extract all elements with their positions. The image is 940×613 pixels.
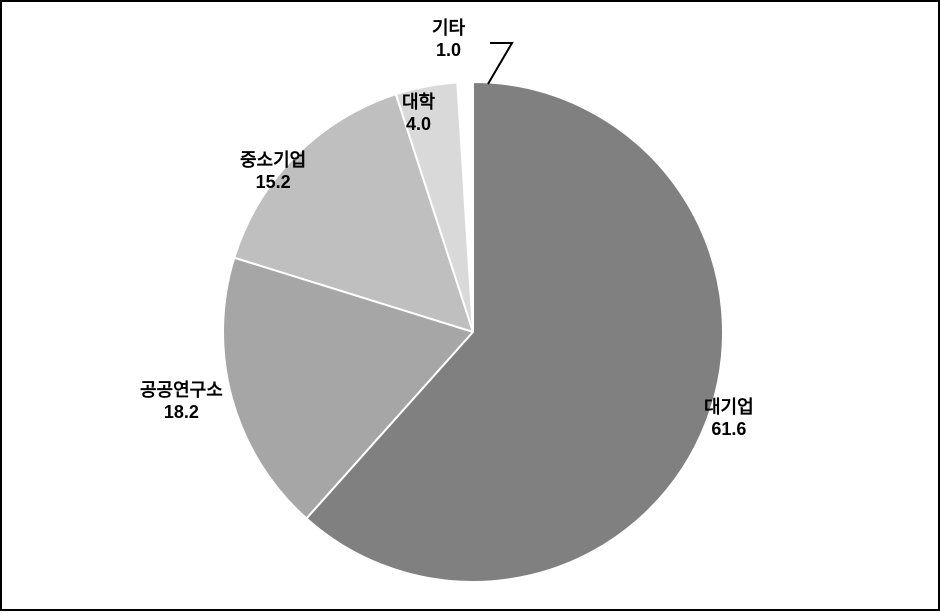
slice-label-public-research: 공공연구소 18.2 — [140, 380, 223, 423]
slice-label-name: 중소기업 — [240, 150, 306, 172]
slice-label-value: 1.0 — [432, 40, 465, 62]
callout-line-group — [488, 43, 512, 84]
callout-line — [488, 43, 512, 84]
slice-label-name: 대기업 — [704, 397, 754, 419]
slice-label-name: 대학 — [402, 92, 435, 114]
slice-label-name: 공공연구소 — [140, 380, 223, 402]
slice-label-sme: 중소기업 15.2 — [240, 150, 306, 193]
pie-chart-container: 기타 1.0 대학 4.0 중소기업 15.2 공공연구소 18.2 대기업 6… — [0, 0, 940, 611]
pie-chart-svg — [2, 2, 940, 613]
slice-label-university: 대학 4.0 — [402, 92, 435, 135]
slice-label-large-corp: 대기업 61.6 — [704, 397, 754, 440]
slice-label-value: 61.6 — [704, 419, 754, 441]
slice-label-other: 기타 1.0 — [432, 18, 465, 61]
slice-label-value: 15.2 — [240, 172, 306, 194]
slice-label-name: 기타 — [432, 18, 465, 40]
slice-label-value: 4.0 — [402, 114, 435, 136]
slice-label-value: 18.2 — [140, 402, 223, 424]
